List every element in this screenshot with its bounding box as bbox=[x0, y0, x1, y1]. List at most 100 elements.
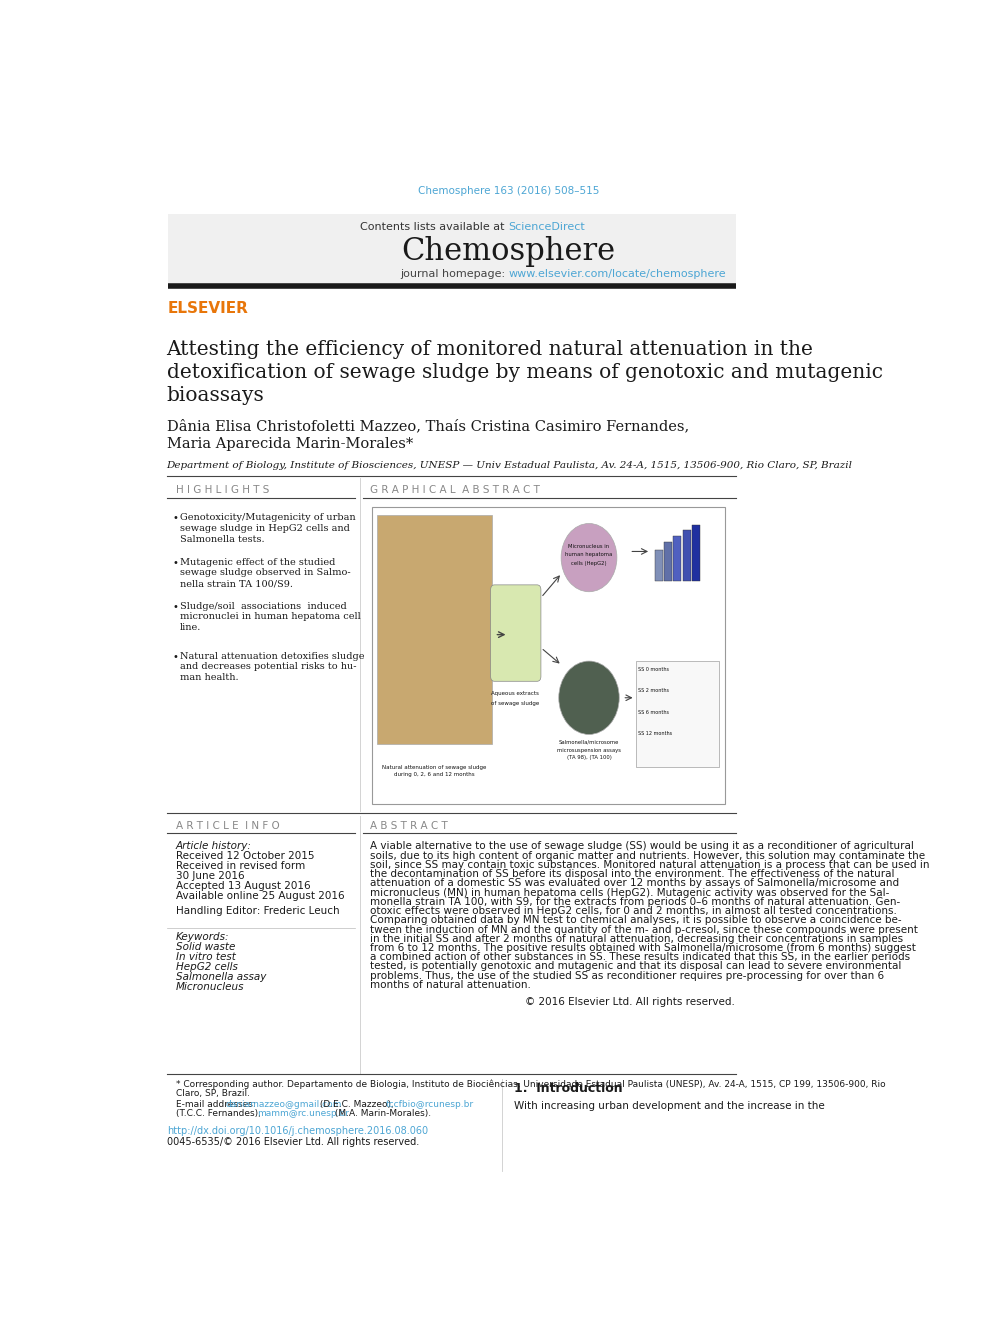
Text: sewage sludge in HepG2 cells and: sewage sludge in HepG2 cells and bbox=[180, 524, 349, 533]
Text: Salmonella tests.: Salmonella tests. bbox=[180, 534, 265, 544]
Text: microsuspension assays: microsuspension assays bbox=[557, 747, 621, 753]
Text: Dânia Elisa Christofoletti Mazzeo, Thaís Cristina Casimiro Fernandes,: Dânia Elisa Christofoletti Mazzeo, Thaís… bbox=[167, 419, 688, 434]
Text: bioassays: bioassays bbox=[167, 386, 265, 405]
Text: micronucleus (MN) in human hepatoma cells (HepG2). Mutagenic activity was observ: micronucleus (MN) in human hepatoma cell… bbox=[370, 888, 890, 897]
FancyBboxPatch shape bbox=[372, 507, 724, 804]
Text: Salmonella assay: Salmonella assay bbox=[176, 972, 266, 982]
Text: months of natural attenuation.: months of natural attenuation. bbox=[370, 980, 532, 990]
Text: daniamazzeo@gmail.com: daniamazzeo@gmail.com bbox=[226, 1099, 342, 1109]
Text: (D.E.C. Mazzeo),: (D.E.C. Mazzeo), bbox=[316, 1099, 396, 1109]
Text: E-mail addresses:: E-mail addresses: bbox=[176, 1099, 259, 1109]
Text: With increasing urban development and the increase in the: With increasing urban development and th… bbox=[514, 1101, 824, 1111]
Text: Department of Biology, Institute of Biosciences, UNESP — Univ Estadual Paulista,: Department of Biology, Institute of Bios… bbox=[167, 460, 853, 470]
Text: (T.C.C. Fernandes),: (T.C.C. Fernandes), bbox=[176, 1109, 264, 1118]
Text: during 0, 2, 6 and 12 months: during 0, 2, 6 and 12 months bbox=[394, 773, 474, 777]
Text: * Corresponding author. Departamento de Biologia, Instituto de Biociências, Univ: * Corresponding author. Departamento de … bbox=[176, 1080, 886, 1089]
Text: ELSEVIER: ELSEVIER bbox=[168, 302, 248, 316]
Text: •: • bbox=[172, 651, 178, 662]
FancyBboxPatch shape bbox=[169, 214, 736, 284]
Text: mamm@rc.unesp.br: mamm@rc.unesp.br bbox=[257, 1109, 348, 1118]
Text: Contents lists available at: Contents lists available at bbox=[360, 221, 509, 232]
Text: www.elsevier.com/locate/chemosphere: www.elsevier.com/locate/chemosphere bbox=[509, 270, 726, 279]
Text: A viable alternative to the use of sewage sludge (SS) would be using it as a rec: A viable alternative to the use of sewag… bbox=[370, 841, 915, 852]
Text: micronuclei in human hepatoma cell: micronuclei in human hepatoma cell bbox=[180, 613, 360, 622]
Text: •: • bbox=[172, 513, 178, 523]
Text: Received 12 October 2015: Received 12 October 2015 bbox=[176, 852, 314, 861]
Text: Handling Editor: Frederic Leuch: Handling Editor: Frederic Leuch bbox=[176, 906, 339, 916]
Text: SS 0 months: SS 0 months bbox=[638, 667, 669, 672]
Text: soil, since SS may contain toxic substances. Monitored natural attenuation is a : soil, since SS may contain toxic substan… bbox=[370, 860, 930, 869]
Text: H I G H L I G H T S: H I G H L I G H T S bbox=[176, 484, 269, 495]
Text: cells (HepG2): cells (HepG2) bbox=[571, 561, 607, 565]
Text: (M.A. Marin-Morales).: (M.A. Marin-Morales). bbox=[332, 1109, 432, 1118]
Text: Mutagenic effect of the studied: Mutagenic effect of the studied bbox=[180, 557, 335, 566]
Text: © 2016 Elsevier Ltd. All rights reserved.: © 2016 Elsevier Ltd. All rights reserved… bbox=[525, 998, 735, 1007]
Text: nella strain TA 100/S9.: nella strain TA 100/S9. bbox=[180, 579, 293, 589]
Text: Maria Aparecida Marin-Morales*: Maria Aparecida Marin-Morales* bbox=[167, 437, 413, 451]
FancyBboxPatch shape bbox=[674, 536, 682, 581]
Text: soils, due to its high content of organic matter and nutrients. However, this so: soils, due to its high content of organi… bbox=[370, 851, 926, 860]
Text: A B S T R A C T: A B S T R A C T bbox=[370, 820, 448, 831]
Text: SS 12 months: SS 12 months bbox=[638, 732, 672, 737]
Text: Chemosphere 163 (2016) 508–515: Chemosphere 163 (2016) 508–515 bbox=[418, 187, 599, 196]
FancyBboxPatch shape bbox=[377, 515, 492, 744]
Text: monella strain TA 100, with S9, for the extracts from periods 0–6 months of natu: monella strain TA 100, with S9, for the … bbox=[370, 897, 901, 906]
Text: 0045-6535/© 2016 Elsevier Ltd. All rights reserved.: 0045-6535/© 2016 Elsevier Ltd. All right… bbox=[167, 1136, 419, 1147]
Text: tccfbio@rcunesp.br: tccfbio@rcunesp.br bbox=[386, 1099, 474, 1109]
Text: problems. Thus, the use of the studied SS as reconditioner requires pre-processi: problems. Thus, the use of the studied S… bbox=[370, 971, 885, 980]
FancyBboxPatch shape bbox=[655, 550, 663, 581]
Text: Salmonella/microsome: Salmonella/microsome bbox=[558, 740, 619, 745]
Text: Chemosphere: Chemosphere bbox=[402, 235, 615, 267]
FancyBboxPatch shape bbox=[491, 585, 541, 681]
Text: of sewage sludge: of sewage sludge bbox=[491, 701, 540, 705]
Text: (TA 98), (TA 100): (TA 98), (TA 100) bbox=[566, 755, 611, 761]
Ellipse shape bbox=[558, 662, 619, 734]
Text: sewage sludge observed in Salmo-: sewage sludge observed in Salmo- bbox=[180, 569, 350, 577]
FancyBboxPatch shape bbox=[692, 525, 699, 581]
Text: from 6 to 12 months. The positive results obtained with Salmonella/microsome (fr: from 6 to 12 months. The positive result… bbox=[370, 943, 917, 953]
Text: Natural attenuation detoxifies sludge: Natural attenuation detoxifies sludge bbox=[180, 651, 364, 660]
FancyBboxPatch shape bbox=[636, 660, 719, 767]
Text: attenuation of a domestic SS was evaluated over 12 months by assays of Salmonell: attenuation of a domestic SS was evaluat… bbox=[370, 878, 900, 888]
Text: Sludge/soil  associations  induced: Sludge/soil associations induced bbox=[180, 602, 346, 610]
Text: •: • bbox=[172, 557, 178, 568]
Text: human hepatoma: human hepatoma bbox=[565, 552, 613, 557]
Text: tested, is potentially genotoxic and mutagenic and that its disposal can lead to: tested, is potentially genotoxic and mut… bbox=[370, 962, 902, 971]
Text: in the initial SS and after 2 months of natural attenuation, decreasing their co: in the initial SS and after 2 months of … bbox=[370, 934, 904, 943]
Text: SS 6 months: SS 6 months bbox=[638, 710, 669, 714]
Text: Comparing obtained data by MN test to chemical analyses, it is possible to obser: Comparing obtained data by MN test to ch… bbox=[370, 916, 902, 925]
Text: Received in revised form: Received in revised form bbox=[176, 861, 306, 872]
Text: In vitro test: In vitro test bbox=[176, 953, 236, 962]
Text: Natural attenuation of sewage sludge: Natural attenuation of sewage sludge bbox=[382, 765, 486, 770]
Text: tween the induction of MN and the quantity of the m- and p-cresol, since these c: tween the induction of MN and the quanti… bbox=[370, 925, 919, 934]
Ellipse shape bbox=[561, 524, 617, 591]
Text: Accepted 13 August 2016: Accepted 13 August 2016 bbox=[176, 881, 310, 892]
Text: 1.  Introduction: 1. Introduction bbox=[514, 1082, 622, 1095]
Text: Keywords:: Keywords: bbox=[176, 933, 229, 942]
Text: ScienceDirect: ScienceDirect bbox=[509, 221, 585, 232]
Text: Article history:: Article history: bbox=[176, 840, 252, 851]
FancyBboxPatch shape bbox=[665, 542, 672, 581]
Text: journal homepage:: journal homepage: bbox=[400, 270, 509, 279]
Text: Micronucleus in: Micronucleus in bbox=[568, 544, 609, 549]
Text: Available online 25 August 2016: Available online 25 August 2016 bbox=[176, 892, 344, 901]
Text: SS 2 months: SS 2 months bbox=[638, 688, 669, 693]
Text: •: • bbox=[172, 602, 178, 611]
Text: Attesting the efficiency of monitored natural attenuation in the: Attesting the efficiency of monitored na… bbox=[167, 340, 813, 360]
Text: HepG2 cells: HepG2 cells bbox=[176, 962, 238, 972]
Text: the decontamination of SS before its disposal into the environment. The effectiv: the decontamination of SS before its dis… bbox=[370, 869, 895, 878]
Text: a combined action of other substances in SS. These results indicated that this S: a combined action of other substances in… bbox=[370, 953, 911, 962]
Text: 30 June 2016: 30 June 2016 bbox=[176, 872, 245, 881]
Text: G R A P H I C A L  A B S T R A C T: G R A P H I C A L A B S T R A C T bbox=[370, 484, 541, 495]
Text: http://dx.doi.org/10.1016/j.chemosphere.2016.08.060: http://dx.doi.org/10.1016/j.chemosphere.… bbox=[167, 1126, 428, 1136]
Text: Solid waste: Solid waste bbox=[176, 942, 235, 953]
Text: detoxification of sewage sludge by means of genotoxic and mutagenic: detoxification of sewage sludge by means… bbox=[167, 364, 883, 382]
Text: Claro, SP, Brazil.: Claro, SP, Brazil. bbox=[176, 1089, 250, 1098]
Text: Aqueous extracts: Aqueous extracts bbox=[491, 692, 540, 696]
Text: and decreases potential risks to hu-: and decreases potential risks to hu- bbox=[180, 663, 356, 671]
Text: A R T I C L E  I N F O: A R T I C L E I N F O bbox=[176, 820, 280, 831]
Text: man health.: man health. bbox=[180, 673, 238, 683]
FancyBboxPatch shape bbox=[682, 529, 690, 581]
Text: Micronucleus: Micronucleus bbox=[176, 982, 244, 992]
Text: line.: line. bbox=[180, 623, 201, 632]
